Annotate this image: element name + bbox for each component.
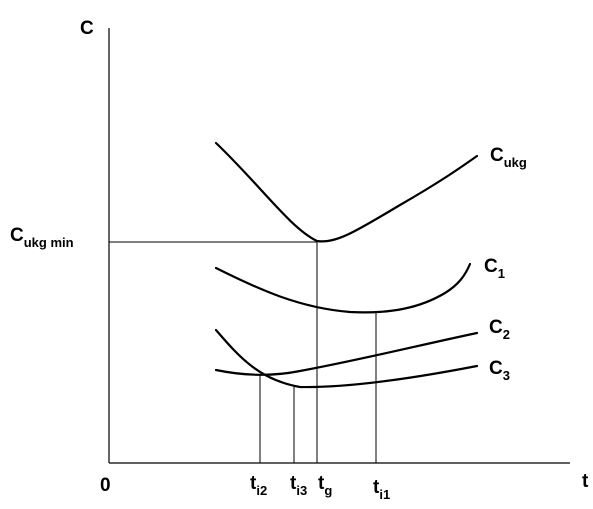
x-marker-label-ti2-main: t [250,473,257,494]
x-marker-label-ti1: ti1 [373,477,390,502]
cukg-min-label: Cukg min [10,225,74,250]
x-marker-label-ti3: ti3 [290,473,307,498]
curve-c1 [214,262,472,314]
origin-label: 0 [100,475,111,496]
curve-label-c3-sub: 3 [503,368,510,383]
curve-c2 [214,331,479,376]
x-marker-label-tg-main: t [318,473,325,494]
x-marker-label-tg: tg [318,473,332,498]
x-marker-label-tg-sub: g [324,483,332,498]
x-marker-label-ti2: ti2 [250,473,267,498]
x-marker-label-ti3-sub: i3 [296,483,307,498]
curve-label-c2-main: C [489,317,503,338]
cukg-min-label-sub: ukg min [24,235,74,250]
y-axis-label: C [80,18,94,39]
x-marker-label-ti1-main: t [373,477,380,498]
curve-label-c3-main: C [489,358,503,379]
curve-label-c1: C1 [484,256,505,281]
curve-c3 [214,328,479,389]
x-axis-label: t [582,471,589,492]
curve-label-c1-main: C [484,256,498,277]
curve-label-c1-sub: 1 [498,266,505,281]
x-marker-label-ti2-sub: i2 [256,483,267,498]
curve-label-c-ukg-main: C [490,145,504,166]
curve-label-c3: C3 [489,358,510,383]
curve-c-ukg [214,141,479,243]
x-marker-label-ti1-sub: i1 [379,487,390,502]
curve-label-c2: C2 [489,317,510,342]
curve-label-c-ukg: Cukg [490,145,527,170]
curve-label-c-ukg-sub: ukg [504,155,527,170]
cukg-min-label-main: C [10,225,24,246]
curve-label-c2-sub: 2 [503,327,510,342]
x-marker-label-ti3-main: t [290,473,297,494]
